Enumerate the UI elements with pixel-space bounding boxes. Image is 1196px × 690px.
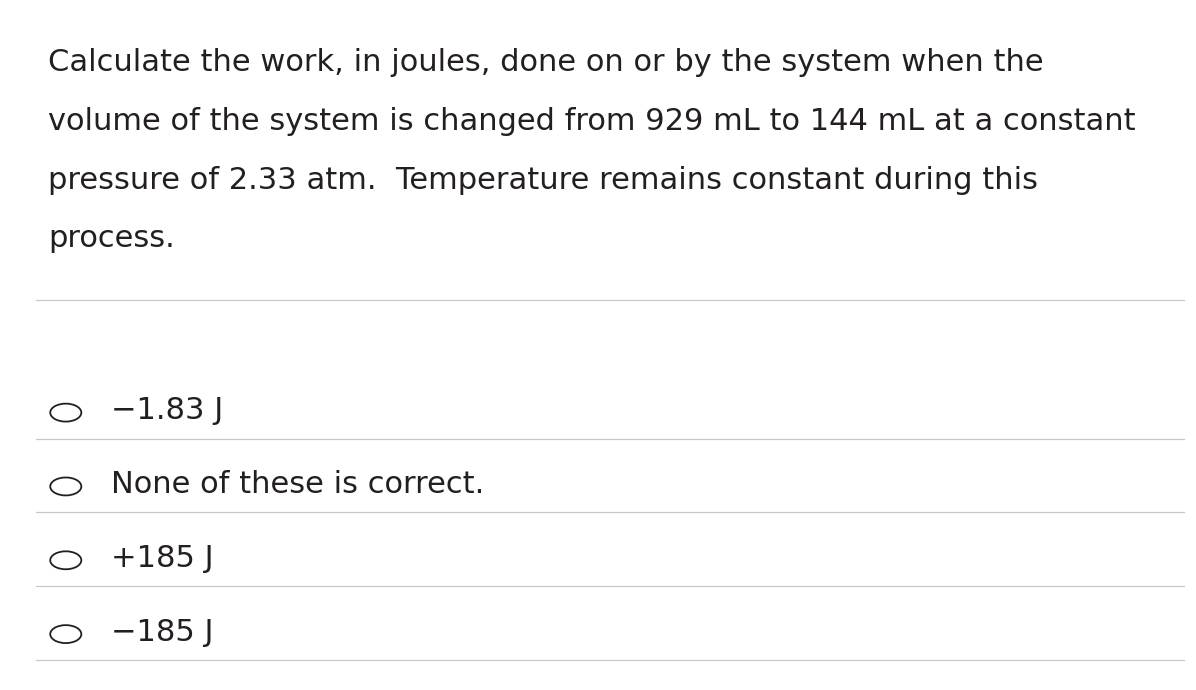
Text: Calculate the work, in joules, done on or by the system when the: Calculate the work, in joules, done on o… [48, 48, 1043, 77]
Text: process.: process. [48, 224, 175, 253]
Text: +185 J: +185 J [111, 544, 214, 573]
Text: None of these is correct.: None of these is correct. [111, 470, 484, 499]
Text: volume of the system is changed from 929 mL to 144 mL at a constant: volume of the system is changed from 929… [48, 107, 1135, 136]
Text: −185 J: −185 J [111, 618, 214, 647]
Text: pressure of 2.33 atm.  Temperature remains constant during this: pressure of 2.33 atm. Temperature remain… [48, 166, 1038, 195]
Text: −1.83 J: −1.83 J [111, 396, 224, 425]
